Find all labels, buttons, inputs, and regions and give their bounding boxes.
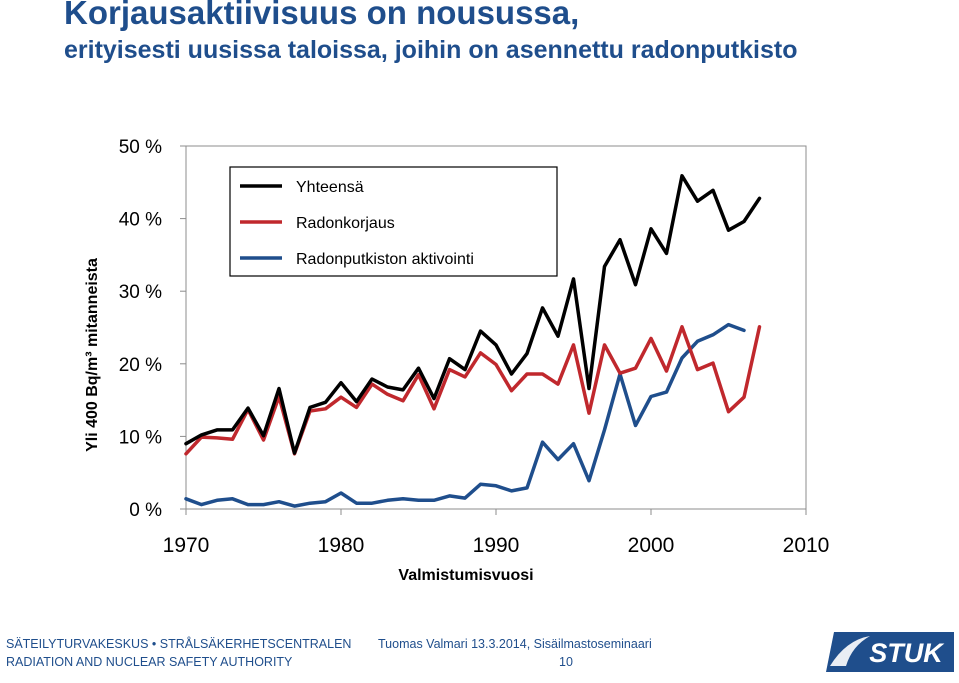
stuk-logo-text: STUK xyxy=(869,638,945,668)
y-axis-label: Yli 400 Bq/m³ mitanneista xyxy=(84,258,101,452)
footer-org-line1: SÄTEILYTURVAKESKUS • STRÅLSÄKERHETSCENTR… xyxy=(6,637,352,651)
chart-axes xyxy=(180,145,807,515)
line-chart: 0 % 10 % 20 % 30 % 40 % 50 % 1970 1980 1990 2000… xyxy=(84,137,830,584)
y-tick-label: 20 % xyxy=(119,355,162,376)
x-tick-label: 1970 xyxy=(163,534,210,557)
y-tick-label: 10 % xyxy=(119,427,162,448)
x-tick-label: 2010 xyxy=(783,534,830,557)
y-tick-label: 50 % xyxy=(119,137,162,158)
stuk-logo: STUK xyxy=(826,632,954,672)
y-tick-label: 0 % xyxy=(129,500,162,521)
footer-org-line2: RADIATION AND NUCLEAR SAFETY AUTHORITY xyxy=(6,655,293,669)
legend-box xyxy=(229,166,558,277)
y-tick-label: 30 % xyxy=(119,282,162,303)
x-tick-label: 2000 xyxy=(628,534,675,557)
x-tick-label: 1980 xyxy=(318,534,365,557)
series-line-0 xyxy=(184,174,762,455)
series-line-2 xyxy=(184,322,746,508)
x-tick-label: 1990 xyxy=(473,534,520,557)
legend-label: Radonkorjaus xyxy=(296,215,395,232)
legend: Yhteensä Radonkorjaus Radonputkiston aktiv… xyxy=(229,166,558,277)
y-tick-labels: 0 % 10 % 20 % 30 % 40 % 50 % xyxy=(119,137,162,521)
slide-title: Korjausaktiivisuus on nousussa, xyxy=(64,0,580,31)
footer-presenter: Tuomas Valmari 13.3.2014, Sisäilmastosem… xyxy=(378,637,652,651)
y-tick-label: 40 % xyxy=(119,210,162,231)
x-axis-label: Valmistumisvuosi xyxy=(398,567,533,584)
legend-label: Yhteensä xyxy=(296,179,364,196)
series-lines xyxy=(184,174,762,508)
legend-label: Radonputkiston aktivointi xyxy=(296,251,474,268)
x-tick-labels: 1970 1980 1990 2000 2010 xyxy=(163,534,830,557)
page-number: 10 xyxy=(559,655,573,669)
slide-subtitle: erityisesti uusissa taloissa, joihin on … xyxy=(64,36,798,64)
